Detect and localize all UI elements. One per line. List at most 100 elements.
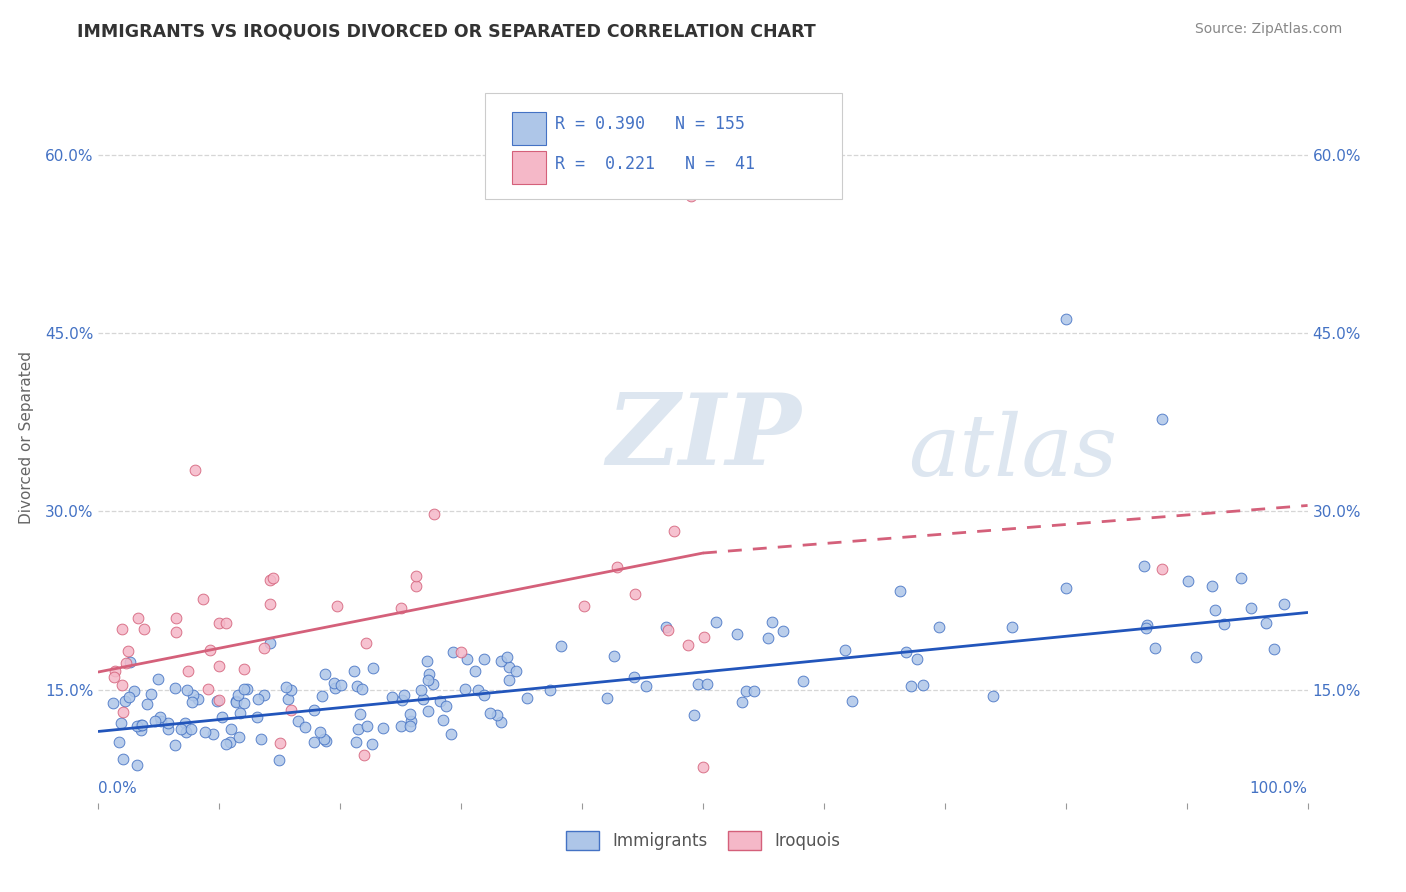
Point (253, 641, 276, 656)
Point (259, 636, 281, 650)
Point (657, 623, 679, 637)
Point (112, 752, 135, 766)
Point (174, 725, 197, 739)
Point (250, 731, 273, 746)
Point (391, 692, 413, 706)
Point (662, 524, 685, 538)
Point (323, 681, 346, 695)
Text: IMMIGRANTS VS IROQUOIS DIVORCED OR SEPARATED CORRELATION CHART: IMMIGRANTS VS IROQUOIS DIVORCED OR SEPAR… (77, 22, 815, 40)
Point (454, 682, 477, 697)
Point (467, 683, 489, 698)
Point (772, 624, 794, 638)
Point (983, 689, 1005, 703)
Point (572, 599, 595, 613)
Point (516, 691, 538, 706)
Point (371, 722, 394, 736)
Point (478, 706, 501, 721)
Point (302, 735, 325, 749)
Point (156, 722, 179, 736)
Point (389, 719, 412, 733)
Point (405, 569, 427, 583)
Point (756, 631, 779, 645)
Point (761, 615, 783, 629)
Bar (512, 151, 546, 184)
Point (108, 735, 131, 749)
Point (1132, 559, 1154, 574)
Point (912, 678, 935, 692)
FancyBboxPatch shape (485, 94, 842, 200)
Point (111, 706, 134, 720)
Point (280, 683, 302, 698)
Point (441, 645, 464, 659)
Point (233, 682, 256, 697)
Point (349, 707, 371, 722)
Point (104, 664, 127, 678)
Point (1177, 574, 1199, 588)
Point (198, 643, 221, 657)
Point (246, 692, 269, 706)
Point (225, 695, 247, 709)
Point (1152, 411, 1174, 425)
Text: Source: ZipAtlas.com: Source: ZipAtlas.com (1195, 22, 1343, 37)
Point (111, 678, 134, 692)
Point (314, 667, 336, 681)
Point (259, 573, 281, 587)
Point (498, 660, 520, 674)
Point (734, 684, 756, 698)
Point (361, 661, 384, 675)
Point (124, 684, 146, 698)
Point (896, 645, 918, 659)
Point (184, 463, 207, 477)
Point (191, 591, 214, 606)
Point (219, 722, 242, 736)
Point (1204, 603, 1226, 617)
Point (686, 677, 709, 691)
Point (277, 691, 299, 706)
Point (485, 708, 508, 723)
Point (174, 715, 197, 730)
Point (505, 664, 527, 678)
Point (225, 694, 247, 708)
Point (219, 735, 242, 749)
Point (110, 716, 132, 731)
Point (163, 738, 186, 752)
Point (308, 725, 330, 739)
Point (416, 673, 439, 688)
Point (1136, 618, 1159, 632)
Point (464, 664, 486, 678)
Point (197, 681, 219, 696)
Point (692, 760, 714, 774)
Point (491, 714, 513, 729)
Point (287, 714, 309, 728)
Point (211, 710, 233, 724)
Point (205, 693, 228, 707)
Point (472, 688, 495, 702)
Point (792, 674, 814, 689)
Point (412, 691, 434, 706)
Point (346, 679, 368, 693)
Point (356, 719, 378, 733)
Point (399, 719, 422, 733)
Point (889, 584, 911, 599)
Point (603, 648, 626, 663)
Legend: Immigrants, Iroquois: Immigrants, Iroquois (560, 824, 846, 856)
Point (489, 654, 512, 668)
Point (118, 655, 141, 669)
Point (194, 724, 217, 739)
Point (636, 679, 658, 693)
Point (679, 189, 702, 203)
Point (1274, 597, 1296, 611)
Point (294, 720, 316, 734)
Point (1230, 571, 1253, 585)
Point (456, 652, 478, 666)
Point (401, 714, 423, 728)
Point (246, 710, 269, 724)
Point (180, 722, 202, 736)
Point (1143, 640, 1166, 655)
Point (1213, 617, 1236, 632)
Point (623, 670, 645, 684)
Point (157, 716, 180, 731)
Point (1054, 581, 1077, 595)
Point (280, 703, 302, 717)
Point (550, 639, 572, 653)
